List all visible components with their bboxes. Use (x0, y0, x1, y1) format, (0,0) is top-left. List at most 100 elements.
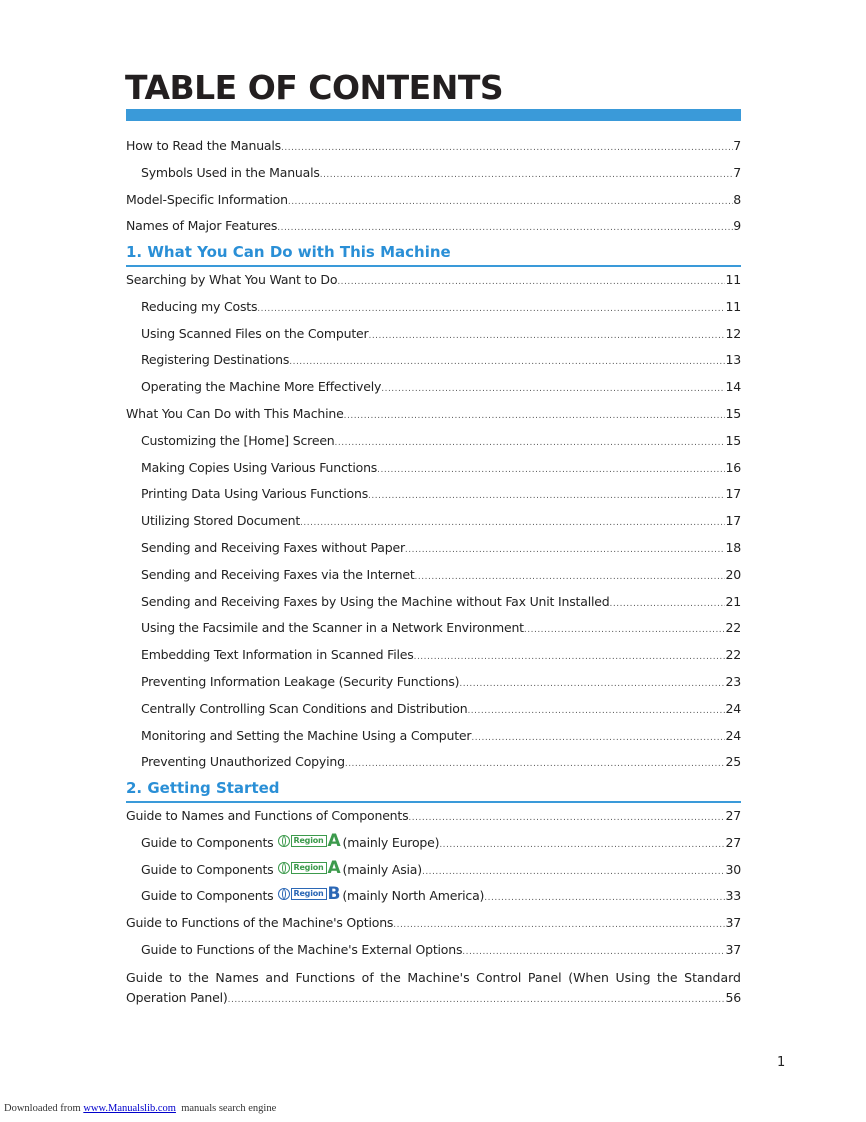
dot-leader: ........................................… (289, 357, 725, 368)
region-label: Region (290, 861, 327, 874)
entry-page: 16 (725, 459, 741, 475)
toc-entry[interactable]: Embedding Text Information in Scanned Fi… (126, 642, 741, 669)
toc-entry[interactable]: Monitoring and Setting the Machine Using… (126, 723, 741, 750)
dot-leader: ........................................… (377, 464, 725, 475)
toc-entry[interactable]: What You Can Do with This Machine.......… (126, 401, 741, 428)
toc-entry[interactable]: Using the Facsimile and the Scanner in a… (126, 615, 741, 642)
entry-page: 22 (725, 647, 741, 663)
entry-page: 17 (725, 513, 741, 529)
toc-entry[interactable]: Guide to Functions of the Machine's Opti… (126, 910, 741, 937)
dot-leader: ........................................… (277, 223, 733, 234)
toc-entry[interactable]: Guide to the Names and Functions of the … (126, 964, 741, 1008)
toc-entry[interactable]: Sending and Receiving Faxes without Pape… (126, 535, 741, 562)
entry-title: Sending and Receiving Faxes without Pape… (141, 539, 405, 555)
region-badge: Region B (277, 884, 341, 905)
toc-entry[interactable]: Searching by What You Want to Do........… (126, 267, 741, 294)
page-number: 1 (777, 1055, 786, 1070)
entry-page: 24 (725, 727, 741, 743)
toc-entry[interactable]: Operating the Machine More Effectively..… (126, 374, 741, 401)
globe-icon (277, 888, 290, 901)
entry-title: Guide to Functions of the Machine's Opti… (126, 915, 394, 931)
dot-leader: ........................................… (257, 303, 725, 314)
toc-entry[interactable]: Guide to Names and Functions of Componen… (126, 803, 741, 830)
entry-title: Model-Specific Information (126, 191, 288, 207)
entry-title: Searching by What You Want to Do (126, 271, 338, 287)
entry-page: 56 (725, 989, 741, 1005)
entry-page: 14 (725, 379, 741, 395)
entry-page: 7 (733, 164, 741, 180)
entry-title: Making Copies Using Various Functions (141, 459, 378, 475)
entry-page: 11 (725, 271, 741, 287)
entry-page: 20 (725, 566, 741, 582)
toc-entry[interactable]: Model-Specific Information..............… (126, 187, 741, 214)
toc-entry[interactable]: Preventing Unauthorized Copying.........… (126, 749, 741, 776)
toc-entry[interactable]: Customizing the [Home] Screen...........… (126, 428, 741, 455)
entry-title: Centrally Controlling Scan Conditions an… (141, 700, 468, 716)
toc-entry[interactable]: Symbols Used in the Manuals.............… (126, 160, 741, 187)
toc-entry[interactable]: Making Copies Using Various Functions...… (126, 455, 741, 482)
footer-link[interactable]: www.Manualslib.com (83, 1103, 176, 1114)
region-label: Region (290, 834, 327, 847)
section-heading[interactable]: 2. Getting Started (126, 776, 741, 803)
dot-leader: ........................................… (467, 705, 725, 716)
entry-page: 27 (725, 834, 741, 850)
page-title: TABLE OF CONTENTS (125, 68, 504, 107)
dot-leader: ........................................… (414, 571, 726, 582)
entry-title: Reducing my Costs (141, 298, 258, 314)
entry-title: Sending and Receiving Faxes via the Inte… (141, 566, 415, 582)
entry-title: Registering Destinations (141, 352, 290, 368)
dot-leader: ........................................… (523, 625, 726, 636)
toc-entry[interactable]: Reducing my Costs.......................… (126, 294, 741, 321)
section-heading[interactable]: 1. What You Can Do with This Machine (126, 240, 741, 267)
region-letter: B (327, 884, 341, 905)
entry-title: Sending and Receiving Faxes by Using the… (141, 593, 610, 609)
entry-page: 8 (733, 191, 741, 207)
entry-title: Preventing Unauthorized Copying (141, 754, 345, 770)
dot-leader: ........................................… (609, 598, 725, 609)
dot-leader: ........................................… (408, 812, 726, 823)
dot-leader: ........................................… (462, 946, 725, 957)
dot-leader: ........................................… (484, 893, 725, 904)
table-of-contents: How to Read the Manuals.................… (126, 133, 741, 1008)
toc-entry[interactable]: Centrally Controlling Scan Conditions an… (126, 696, 741, 723)
toc-entry[interactable]: Sending and Receiving Faxes via the Inte… (126, 562, 741, 589)
toc-entry[interactable]: How to Read the Manuals.................… (126, 133, 741, 160)
entry-page: 17 (725, 486, 741, 502)
toc-entry[interactable]: Preventing Information Leakage (Security… (126, 669, 741, 696)
entry-page: 15 (725, 432, 741, 448)
entry-page: 37 (725, 941, 741, 957)
entry-page: 25 (725, 754, 741, 770)
toc-entry[interactable]: Guide to Components Region B (mainly North … (126, 883, 741, 910)
entry-title-line2: Operation Panel) (126, 989, 228, 1005)
toc-entry[interactable]: Sending and Receiving Faxes by Using the… (126, 589, 741, 616)
toc-entry[interactable]: Registering Destinations................… (126, 347, 741, 374)
entry-page: 22 (725, 620, 741, 636)
dot-leader: ........................................… (337, 276, 725, 287)
entry-page: 13 (725, 352, 741, 368)
dot-leader: ........................................… (368, 491, 725, 502)
toc-entry[interactable]: Using Scanned Files on the Computer.....… (126, 321, 741, 348)
entry-page: 33 (725, 888, 741, 904)
toc-entry[interactable]: Names of Major Features.................… (126, 213, 741, 240)
dot-leader: ........................................… (459, 678, 725, 689)
toc-entry[interactable]: Printing Data Using Various Functions...… (126, 481, 741, 508)
entry-title: Using the Facsimile and the Scanner in a… (141, 620, 524, 636)
toc-entry[interactable]: Guide to Components Region A (mainly Europe… (126, 830, 741, 857)
entry-page: 18 (725, 539, 741, 555)
entry-page: 27 (725, 807, 741, 823)
entry-title: Names of Major Features (126, 218, 278, 234)
entry-page: 21 (725, 593, 741, 609)
entry-suffix: (mainly Europe) (342, 834, 440, 850)
entry-title: Utilizing Stored Document (141, 513, 301, 529)
entry-page: 24 (725, 700, 741, 716)
entry-title: Guide to Components (141, 861, 274, 877)
entry-title: Embedding Text Information in Scanned Fi… (141, 647, 414, 663)
dot-leader: ........................................… (368, 330, 725, 341)
dot-leader: ........................................… (300, 518, 725, 529)
toc-entry[interactable]: Utilizing Stored Document...............… (126, 508, 741, 535)
toc-entry[interactable]: Guide to Functions of the Machine's Exte… (126, 937, 741, 964)
entry-title: Operating the Machine More Effectively (141, 379, 382, 395)
toc-entry[interactable]: Guide to Components Region A (mainly Asia).… (126, 857, 741, 884)
dot-leader: ........................................… (319, 169, 734, 180)
entry-suffix: (mainly Asia) (342, 861, 423, 877)
